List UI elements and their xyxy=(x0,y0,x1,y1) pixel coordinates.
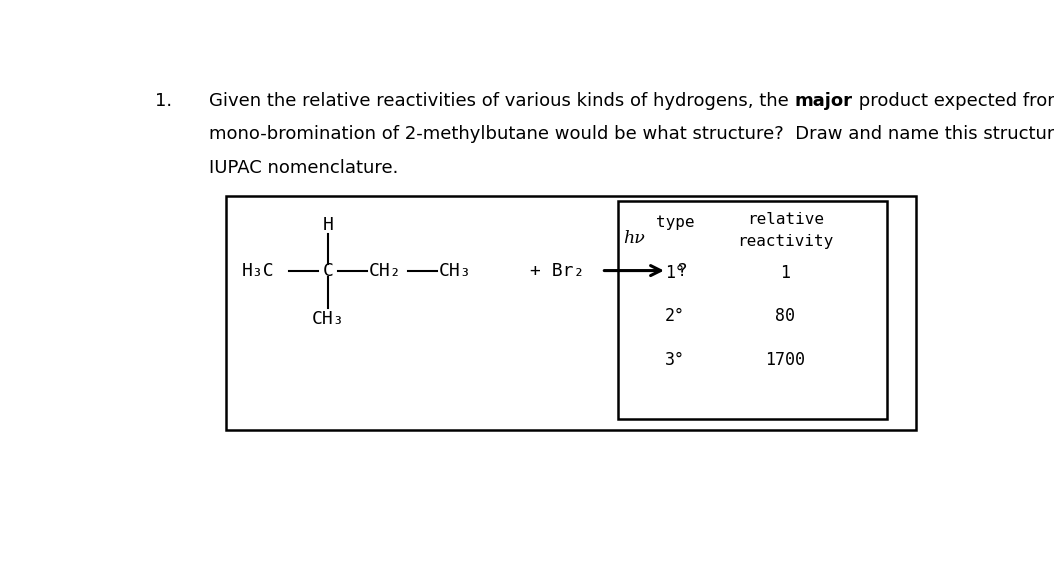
Text: ?: ? xyxy=(677,261,687,280)
Text: CH₃: CH₃ xyxy=(438,261,471,280)
Bar xyxy=(226,196,916,430)
Text: H₃C: H₃C xyxy=(242,261,275,280)
Text: 1: 1 xyxy=(780,264,790,282)
Text: 80: 80 xyxy=(776,307,795,325)
Text: mono-bromination of 2-methylbutane would be what structure?  Draw and name this : mono-bromination of 2-methylbutane would… xyxy=(210,126,1054,143)
Text: CH₃: CH₃ xyxy=(312,310,344,328)
Text: product expected from: product expected from xyxy=(853,92,1054,110)
Text: H: H xyxy=(323,216,333,234)
Text: major: major xyxy=(795,92,853,110)
Text: Given the relative reactivities of various kinds of hydrogens, the: Given the relative reactivities of vario… xyxy=(210,92,795,110)
Text: reactivity: reactivity xyxy=(737,234,834,248)
Text: C: C xyxy=(323,261,333,280)
Text: relative: relative xyxy=(746,212,824,227)
Text: CH₂: CH₂ xyxy=(369,261,402,280)
Text: type: type xyxy=(656,215,695,230)
Text: + Br₂: + Br₂ xyxy=(530,261,585,280)
Bar xyxy=(618,201,887,419)
Text: 2°: 2° xyxy=(665,307,685,325)
Text: 1°: 1° xyxy=(665,264,685,282)
Text: hν: hν xyxy=(623,230,645,247)
Text: IUPAC nomenclature.: IUPAC nomenclature. xyxy=(210,159,398,177)
Text: 3°: 3° xyxy=(665,351,685,369)
Text: 1700: 1700 xyxy=(765,351,805,369)
Text: 1.: 1. xyxy=(155,92,172,110)
